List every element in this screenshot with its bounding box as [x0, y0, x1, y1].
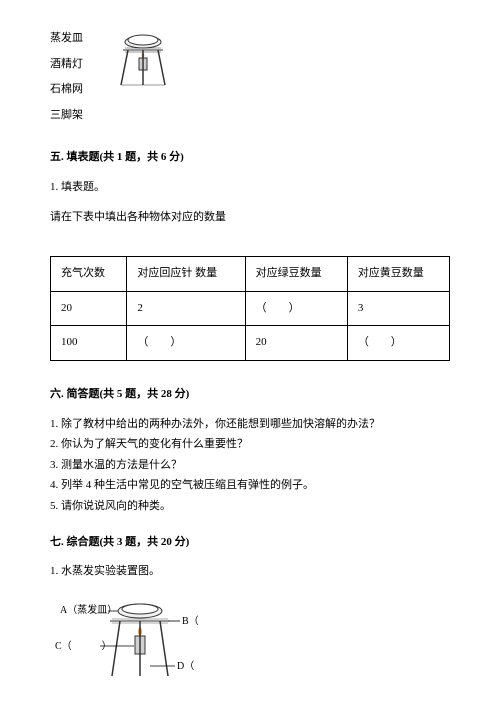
equipment-item: 石棉网: [50, 81, 83, 99]
table-header: 对应绿豆数量: [245, 257, 347, 292]
table-cell: 100: [51, 326, 127, 361]
question-item: 5. 请你说说风向的种类。: [50, 498, 450, 516]
table-header: 对应黄豆数量: [347, 257, 449, 292]
equipment-item: 酒精灯: [50, 56, 83, 74]
question-item: 3. 测量水温的方法是什么？: [50, 457, 450, 475]
label-d-text: D（ ）: [177, 660, 220, 672]
table-cell: （ ）: [127, 326, 245, 361]
label-a-text: A（蒸发皿）: [60, 603, 117, 616]
table-cell: 20: [245, 326, 347, 361]
table-row: 20 2 （ ） 3: [51, 291, 450, 326]
equipment-item: 蒸发皿: [50, 30, 83, 48]
question-item: 2. 你认为了解天气的变化有什么重要性？: [50, 436, 450, 454]
question-item: 4. 列举 4 种生活中常见的空气被压缩且有弹性的例子。: [50, 477, 450, 495]
equipment-section: 蒸发皿 酒精灯 石棉网 三脚架: [50, 30, 450, 124]
table-cell: 2: [127, 291, 245, 326]
equipment-list: 蒸发皿 酒精灯 石棉网 三脚架: [50, 30, 83, 124]
table-header: 充气次数: [51, 257, 127, 292]
label-c-text: C（ ）: [55, 640, 112, 652]
label-b-text: B（ ）: [182, 615, 220, 627]
section6-questions: 1. 除了教材中给出的两种办法外，你还能想到哪些加快溶解的办法？ 2. 你认为了…: [50, 416, 450, 516]
table-cell: （ ）: [347, 326, 449, 361]
section5-question-num: 1. 填表题。: [50, 179, 450, 197]
table-cell: 3: [347, 291, 449, 326]
section5-instruction: 请在下表中填出各种物体对应的数量: [50, 209, 450, 227]
section7-question: 1. 水蒸发实验装置图。: [50, 563, 450, 581]
table-header-row: 充气次数 对应回应针 数量 对应绿豆数量 对应黄豆数量: [51, 257, 450, 292]
equipment-diagram-icon: [113, 30, 173, 90]
table-row: 100 （ ） 20 （ ）: [51, 326, 450, 361]
experiment-diagram: A（蒸发皿） B（ ） C（ ） D（ ）: [50, 591, 450, 698]
equipment-item: 三脚架: [50, 107, 83, 125]
table-cell: 20: [51, 291, 127, 326]
section5-title: 五. 填表题(共 1 题，共 6 分): [50, 149, 450, 167]
table-header: 对应回应针 数量: [127, 257, 245, 292]
question-item: 1. 除了教材中给出的两种办法外，你还能想到哪些加快溶解的办法？: [50, 416, 450, 434]
table-cell: （ ）: [245, 291, 347, 326]
section7-title: 七. 综合题(共 3 题，共 20 分): [50, 534, 450, 552]
section6-title: 六. 简答题(共 5 题，共 28 分): [50, 386, 450, 404]
data-table: 充气次数 对应回应针 数量 对应绿豆数量 对应黄豆数量 20 2 （ ） 3 1…: [50, 256, 450, 361]
